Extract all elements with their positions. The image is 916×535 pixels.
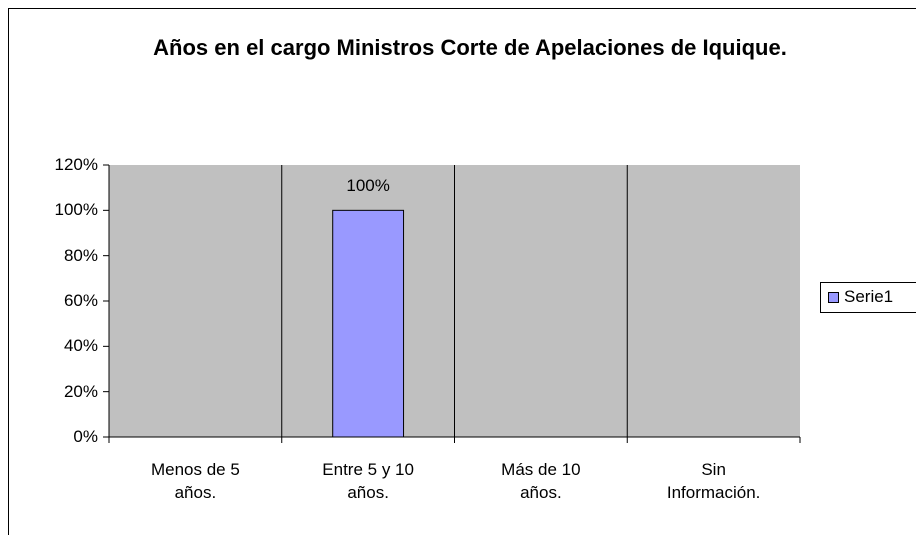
y-tick-label: 100%: [54, 200, 98, 220]
legend-label: Serie1: [844, 287, 894, 306]
x-tick-label: Más de 10 años.: [501, 460, 581, 502]
x-tick-label: Sin Información.: [666, 460, 761, 502]
y-tick-label: 40%: [63, 336, 98, 356]
bar: [332, 209, 405, 438]
y-tick-label: 0%: [73, 427, 98, 446]
y-tick-label: 20%: [63, 381, 98, 401]
x-tick-label: Entre 5 y 10 años.: [322, 460, 414, 502]
y-tick-label: 120%: [54, 155, 98, 174]
y-tick-label: 60%: [63, 291, 98, 310]
chart-title: Años en el cargo Ministros Corte de Apel…: [153, 35, 787, 60]
y-tick-label: 80%: [63, 245, 98, 265]
data-label: 100%: [346, 176, 390, 196]
x-tick-label: Menos de 5 años.: [150, 460, 240, 502]
legend-swatch: [828, 292, 839, 303]
